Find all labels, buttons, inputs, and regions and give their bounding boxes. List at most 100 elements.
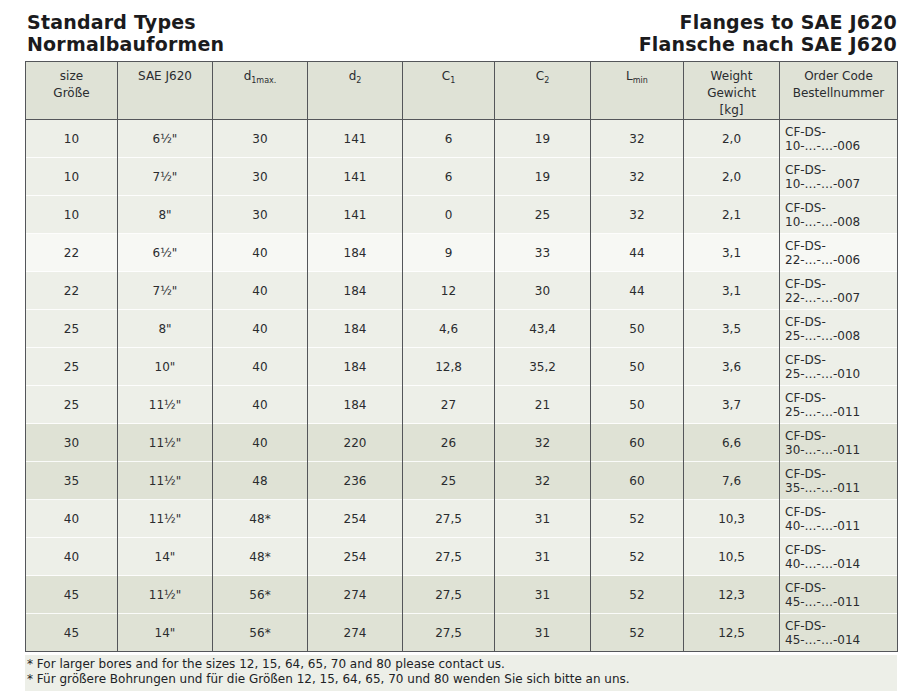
cell-lmin: 32 <box>591 158 684 196</box>
cell-c2: 31 <box>495 614 591 652</box>
cell-c1: 27,5 <box>403 576 495 614</box>
cell-lmin: 52 <box>591 576 684 614</box>
table-row: 2510"4018412,835,2503,6CF-DS-25-…-…-010 <box>26 348 898 386</box>
cell-weight: 10,3 <box>684 500 780 538</box>
cell-size: 40 <box>26 500 118 538</box>
cell-lmin: 60 <box>591 462 684 500</box>
cell-order_code: CF-DS-10-…-…-007 <box>780 158 898 196</box>
cell-d2: 184 <box>308 272 403 310</box>
cell-size: 25 <box>26 386 118 424</box>
cell-c1: 0 <box>403 196 495 234</box>
footnote-de: * Für größere Bohrungen und für die Größ… <box>27 672 893 687</box>
cell-d2: 254 <box>308 500 403 538</box>
cell-c2: 33 <box>495 234 591 272</box>
cell-d1max: 30 <box>213 120 308 158</box>
cell-size: 30 <box>26 424 118 462</box>
cell-weight: 2,1 <box>684 196 780 234</box>
page-title-right: Flanges to SAE J620 Flansche nach SAE J6… <box>639 11 897 55</box>
cell-c1: 12,8 <box>403 348 495 386</box>
cell-size: 10 <box>26 196 118 234</box>
cell-order_code: CF-DS-40-…-…-014 <box>780 538 898 576</box>
cell-lmin: 32 <box>591 120 684 158</box>
cell-c2: 43,4 <box>495 310 591 348</box>
cell-c1: 27 <box>403 386 495 424</box>
cell-order_code: CF-DS-35-…-…-011 <box>780 462 898 500</box>
table-row: 3011½"402202632606,6CF-DS-30-…-…-011 <box>26 424 898 462</box>
cell-c2: 25 <box>495 196 591 234</box>
cell-order_code: CF-DS-10-…-…-006 <box>780 120 898 158</box>
datasheet-page: Standard Types Normalbauformen Flanges t… <box>0 0 922 692</box>
table-row: 108"30141025322,1CF-DS-10-…-…-008 <box>26 196 898 234</box>
cell-sae_j620: 8" <box>118 196 213 234</box>
cell-order_code: CF-DS-45-…-…-011 <box>780 576 898 614</box>
cell-d2: 141 <box>308 196 403 234</box>
cell-lmin: 44 <box>591 272 684 310</box>
cell-d2: 254 <box>308 538 403 576</box>
cell-order_code: CF-DS-45-…-…-014 <box>780 614 898 652</box>
cell-lmin: 52 <box>591 538 684 576</box>
cell-d2: 184 <box>308 310 403 348</box>
col-header-order_code: Order CodeBestellnummer <box>780 62 898 120</box>
cell-size: 10 <box>26 158 118 196</box>
cell-c2: 19 <box>495 158 591 196</box>
cell-d2: 274 <box>308 614 403 652</box>
cell-size: 10 <box>26 120 118 158</box>
table-row: 107½"30141619322,0CF-DS-10-…-…-007 <box>26 158 898 196</box>
table-row: 4514"56*27427,5315212,5CF-DS-45-…-…-014 <box>26 614 898 652</box>
cell-sae_j620: 14" <box>118 614 213 652</box>
table-row: 4014"48*25427,5315210,5CF-DS-40-…-…-014 <box>26 538 898 576</box>
col-header-d2: d2 <box>308 62 403 120</box>
cell-d1max: 40 <box>213 424 308 462</box>
cell-sae_j620: 11½" <box>118 462 213 500</box>
cell-sae_j620: 11½" <box>118 386 213 424</box>
cell-d2: 141 <box>308 158 403 196</box>
cell-c2: 30 <box>495 272 591 310</box>
cell-d1max: 48 <box>213 462 308 500</box>
cell-c1: 4,6 <box>403 310 495 348</box>
cell-order_code: CF-DS-30-…-…-011 <box>780 424 898 462</box>
cell-size: 25 <box>26 348 118 386</box>
cell-d1max: 30 <box>213 196 308 234</box>
header-row: sizeGrößeSAE J620d1max.d2C1C2LminWeightG… <box>26 62 898 120</box>
cell-sae_j620: 6½" <box>118 120 213 158</box>
cell-order_code: CF-DS-22-…-…-007 <box>780 272 898 310</box>
footnote-en: * For larger bores and for the sizes 12,… <box>27 657 893 672</box>
cell-weight: 12,5 <box>684 614 780 652</box>
col-header-lmin: Lmin <box>591 62 684 120</box>
cell-d2: 141 <box>308 120 403 158</box>
cell-c1: 12 <box>403 272 495 310</box>
cell-d1max: 56* <box>213 614 308 652</box>
cell-lmin: 32 <box>591 196 684 234</box>
table-row: 258"401844,643,4503,5CF-DS-25-…-…-008 <box>26 310 898 348</box>
cell-c2: 19 <box>495 120 591 158</box>
cell-d2: 184 <box>308 386 403 424</box>
title-standard-types: Standard Types <box>27 11 224 33</box>
cell-weight: 3,1 <box>684 234 780 272</box>
cell-lmin: 50 <box>591 386 684 424</box>
cell-c2: 31 <box>495 500 591 538</box>
cell-order_code: CF-DS-40-…-…-011 <box>780 500 898 538</box>
cell-size: 22 <box>26 272 118 310</box>
cell-d2: 220 <box>308 424 403 462</box>
cell-sae_j620: 7½" <box>118 272 213 310</box>
cell-order_code: CF-DS-22-…-…-006 <box>780 234 898 272</box>
cell-d2: 184 <box>308 234 403 272</box>
cell-lmin: 44 <box>591 234 684 272</box>
cell-d1max: 40 <box>213 386 308 424</box>
cell-d2: 184 <box>308 348 403 386</box>
flange-dimensions-table: sizeGrößeSAE J620d1max.d2C1C2LminWeightG… <box>25 61 898 652</box>
cell-weight: 7,6 <box>684 462 780 500</box>
cell-c2: 35,2 <box>495 348 591 386</box>
cell-weight: 10,5 <box>684 538 780 576</box>
col-header-c2: C2 <box>495 62 591 120</box>
footnotes: * For larger bores and for the sizes 12,… <box>25 655 897 691</box>
cell-size: 45 <box>26 576 118 614</box>
cell-d1max: 56* <box>213 576 308 614</box>
cell-c1: 6 <box>403 158 495 196</box>
cell-d1max: 40 <box>213 310 308 348</box>
cell-weight: 3,7 <box>684 386 780 424</box>
cell-c1: 9 <box>403 234 495 272</box>
table-body: 106½"30141619322,0CF-DS-10-…-…-006107½"3… <box>26 120 898 652</box>
cell-c2: 21 <box>495 386 591 424</box>
cell-order_code: CF-DS-25-…-…-011 <box>780 386 898 424</box>
